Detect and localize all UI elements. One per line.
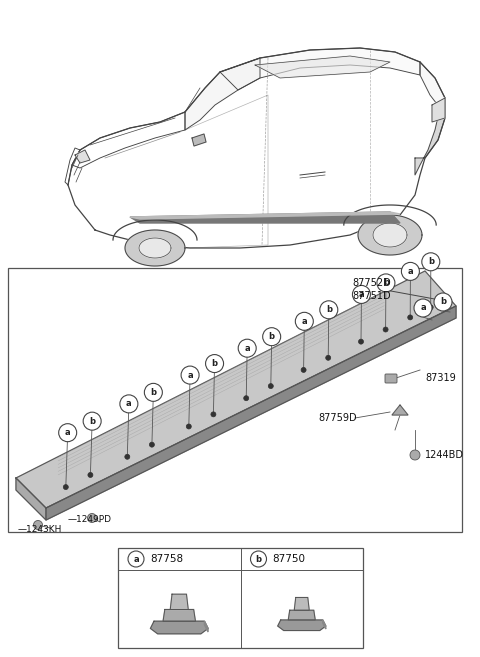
Circle shape <box>434 293 452 311</box>
Text: a: a <box>359 290 364 299</box>
Bar <box>8 268 462 532</box>
Circle shape <box>263 328 281 346</box>
Text: b: b <box>212 359 217 368</box>
Text: b: b <box>440 298 446 307</box>
Text: b: b <box>89 417 95 426</box>
Polygon shape <box>288 610 315 620</box>
Text: a: a <box>301 317 307 326</box>
Polygon shape <box>432 98 445 122</box>
Circle shape <box>125 454 130 459</box>
Polygon shape <box>294 597 309 610</box>
Text: 1244BD: 1244BD <box>425 450 464 460</box>
Text: b: b <box>383 279 389 287</box>
Circle shape <box>181 366 199 384</box>
Circle shape <box>211 412 216 417</box>
Circle shape <box>186 424 192 429</box>
Circle shape <box>87 514 96 522</box>
Text: 87759D: 87759D <box>318 413 357 423</box>
Polygon shape <box>420 62 445 108</box>
Polygon shape <box>185 58 260 130</box>
Text: a: a <box>420 304 426 313</box>
Circle shape <box>410 450 420 460</box>
Text: 87758: 87758 <box>150 554 183 564</box>
Circle shape <box>401 262 420 281</box>
Polygon shape <box>220 48 420 90</box>
Polygon shape <box>125 230 185 266</box>
Polygon shape <box>392 405 408 415</box>
Polygon shape <box>130 212 400 219</box>
FancyBboxPatch shape <box>385 374 397 383</box>
Text: 87751D: 87751D <box>352 291 391 301</box>
Polygon shape <box>204 622 208 632</box>
Polygon shape <box>278 620 326 631</box>
Text: b: b <box>150 388 156 397</box>
Circle shape <box>120 395 138 413</box>
Circle shape <box>205 355 224 373</box>
Polygon shape <box>170 594 188 610</box>
Circle shape <box>422 253 440 271</box>
Polygon shape <box>323 620 326 629</box>
Circle shape <box>377 274 395 292</box>
Circle shape <box>268 384 273 388</box>
Circle shape <box>414 299 432 317</box>
Circle shape <box>251 551 266 567</box>
Text: 87752D: 87752D <box>352 278 391 288</box>
Circle shape <box>352 285 371 304</box>
Polygon shape <box>192 134 206 146</box>
Circle shape <box>295 312 313 330</box>
Polygon shape <box>16 271 456 508</box>
Text: b: b <box>269 332 275 341</box>
Polygon shape <box>16 478 46 520</box>
Circle shape <box>59 424 77 442</box>
Text: 87319: 87319 <box>425 373 456 383</box>
Bar <box>118 548 363 648</box>
Circle shape <box>428 305 433 310</box>
Text: a: a <box>244 344 250 353</box>
Circle shape <box>149 442 155 447</box>
Text: b: b <box>255 555 262 564</box>
Circle shape <box>63 485 68 489</box>
Polygon shape <box>373 223 407 247</box>
Text: a: a <box>187 371 193 380</box>
Polygon shape <box>415 98 445 175</box>
Circle shape <box>144 384 162 401</box>
Polygon shape <box>163 610 195 622</box>
Text: 87750: 87750 <box>273 554 305 564</box>
Circle shape <box>83 412 101 430</box>
Polygon shape <box>46 306 456 520</box>
Circle shape <box>238 339 256 357</box>
Text: b: b <box>428 258 434 266</box>
Text: a: a <box>408 267 413 276</box>
Polygon shape <box>139 238 171 258</box>
Text: a: a <box>65 428 71 437</box>
Circle shape <box>301 367 306 373</box>
Circle shape <box>359 339 363 344</box>
Polygon shape <box>75 150 90 163</box>
Circle shape <box>383 327 388 332</box>
Text: —1249PD: —1249PD <box>68 516 112 524</box>
Circle shape <box>88 472 93 478</box>
Circle shape <box>408 315 413 320</box>
Text: a: a <box>133 555 139 564</box>
Circle shape <box>128 551 144 567</box>
Polygon shape <box>358 215 422 255</box>
Text: b: b <box>326 306 332 314</box>
Circle shape <box>320 301 338 319</box>
Circle shape <box>244 396 249 401</box>
Text: a: a <box>126 399 132 409</box>
Polygon shape <box>150 622 208 634</box>
Text: —1243KH: —1243KH <box>18 526 62 535</box>
Polygon shape <box>255 56 390 78</box>
Polygon shape <box>130 212 400 223</box>
Circle shape <box>34 520 43 530</box>
Circle shape <box>326 355 331 360</box>
